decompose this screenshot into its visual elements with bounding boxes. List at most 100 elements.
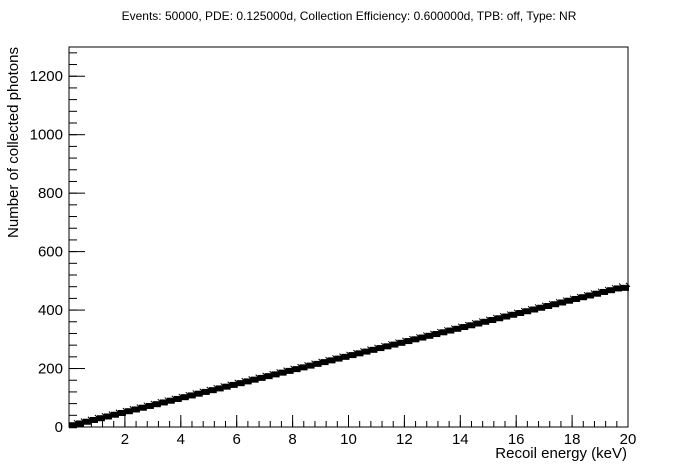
data-point — [621, 284, 629, 291]
data-point — [600, 288, 609, 295]
y-tick-label: 1000 — [30, 127, 63, 144]
data-point — [474, 320, 483, 327]
data-point — [439, 329, 448, 336]
data-point — [243, 378, 252, 385]
data-point — [404, 338, 413, 345]
data-point — [89, 416, 98, 423]
x-tick-label: 16 — [508, 431, 525, 448]
data-point — [271, 371, 280, 378]
data-point — [551, 301, 560, 308]
data-point — [418, 334, 427, 341]
x-tick-label: 10 — [340, 431, 357, 448]
chart-title: Events: 50000, PDE: 0.125000d, Collectio… — [122, 9, 577, 23]
x-axis-label: Recoil energy (keV) — [495, 445, 627, 462]
data-point — [614, 285, 623, 292]
y-tick-label: 1200 — [30, 68, 63, 85]
data-point — [607, 287, 616, 294]
data-point — [306, 362, 315, 369]
data-point — [173, 395, 182, 402]
y-tick-label: 200 — [38, 361, 63, 378]
x-tick-label: 6 — [233, 431, 241, 448]
data-point — [579, 294, 588, 301]
data-point — [292, 366, 301, 373]
data-point — [425, 332, 434, 339]
data-point — [481, 318, 490, 325]
y-axis: 0 200 400 600 800 1000 1200 — [30, 52, 85, 436]
data-point — [299, 364, 308, 371]
data-point — [124, 408, 133, 415]
data-point — [96, 415, 105, 422]
data-point — [530, 306, 539, 313]
data-point — [376, 345, 385, 352]
x-tick-label: 14 — [452, 431, 469, 448]
data-point — [516, 310, 525, 316]
data-point — [215, 385, 224, 392]
data-point — [411, 336, 420, 343]
data-point — [362, 348, 371, 355]
data-point — [327, 357, 336, 364]
data-point — [544, 302, 553, 309]
data-point — [264, 373, 273, 380]
data-point — [110, 411, 119, 418]
x-tick-label: 18 — [564, 431, 581, 448]
data-point — [593, 290, 602, 297]
y-tick-label: 0 — [55, 419, 63, 436]
data-point — [383, 343, 392, 350]
x-tick-label: 8 — [288, 431, 296, 448]
data-point — [285, 367, 294, 374]
data-point — [558, 299, 567, 306]
x-tick-label: 20 — [620, 431, 637, 448]
data-point — [495, 315, 504, 322]
data-point — [180, 394, 189, 401]
y-axis-label: Number of collected photons — [5, 47, 22, 238]
data-point — [334, 355, 343, 362]
data-point — [313, 360, 322, 367]
data-point — [348, 352, 357, 359]
data-point — [572, 295, 581, 302]
data-point — [257, 374, 266, 381]
data-point — [523, 308, 532, 315]
x-tick-label: 12 — [396, 431, 413, 448]
data-point — [502, 313, 511, 320]
data-point — [103, 413, 112, 420]
data-point — [145, 402, 154, 409]
data-point — [390, 341, 399, 348]
data-point — [194, 390, 203, 397]
data-point — [446, 327, 455, 334]
data-point — [565, 297, 574, 304]
data-point — [152, 401, 161, 408]
y-tick-label: 800 — [38, 185, 63, 202]
y-tick-label: 600 — [38, 244, 63, 261]
data-point — [586, 292, 595, 299]
data-point — [138, 404, 147, 411]
data-point — [467, 322, 476, 329]
data-point — [278, 369, 287, 376]
data-points — [69, 282, 631, 429]
data-point — [222, 383, 231, 390]
data-point — [229, 381, 238, 388]
data-point — [131, 406, 140, 413]
x-axis: 2 4 6 8 10 12 14 16 18 20 — [68, 415, 637, 448]
data-point — [341, 353, 350, 360]
data-point — [509, 311, 518, 318]
data-point — [432, 331, 441, 338]
data-point — [166, 397, 175, 404]
data-point — [82, 418, 91, 425]
x-tick-label: 4 — [177, 431, 185, 448]
data-point — [397, 339, 406, 346]
data-point — [187, 392, 196, 399]
data-point — [208, 387, 217, 394]
data-point — [159, 399, 168, 406]
data-point — [250, 376, 259, 383]
data-point — [320, 359, 329, 366]
x-tick-label: 2 — [121, 431, 129, 448]
data-point — [488, 317, 497, 324]
y-tick-label: 400 — [38, 302, 63, 319]
data-point — [75, 420, 84, 427]
data-point — [453, 325, 462, 332]
data-point — [201, 388, 210, 395]
data-point — [537, 304, 546, 311]
data-point — [69, 422, 77, 429]
